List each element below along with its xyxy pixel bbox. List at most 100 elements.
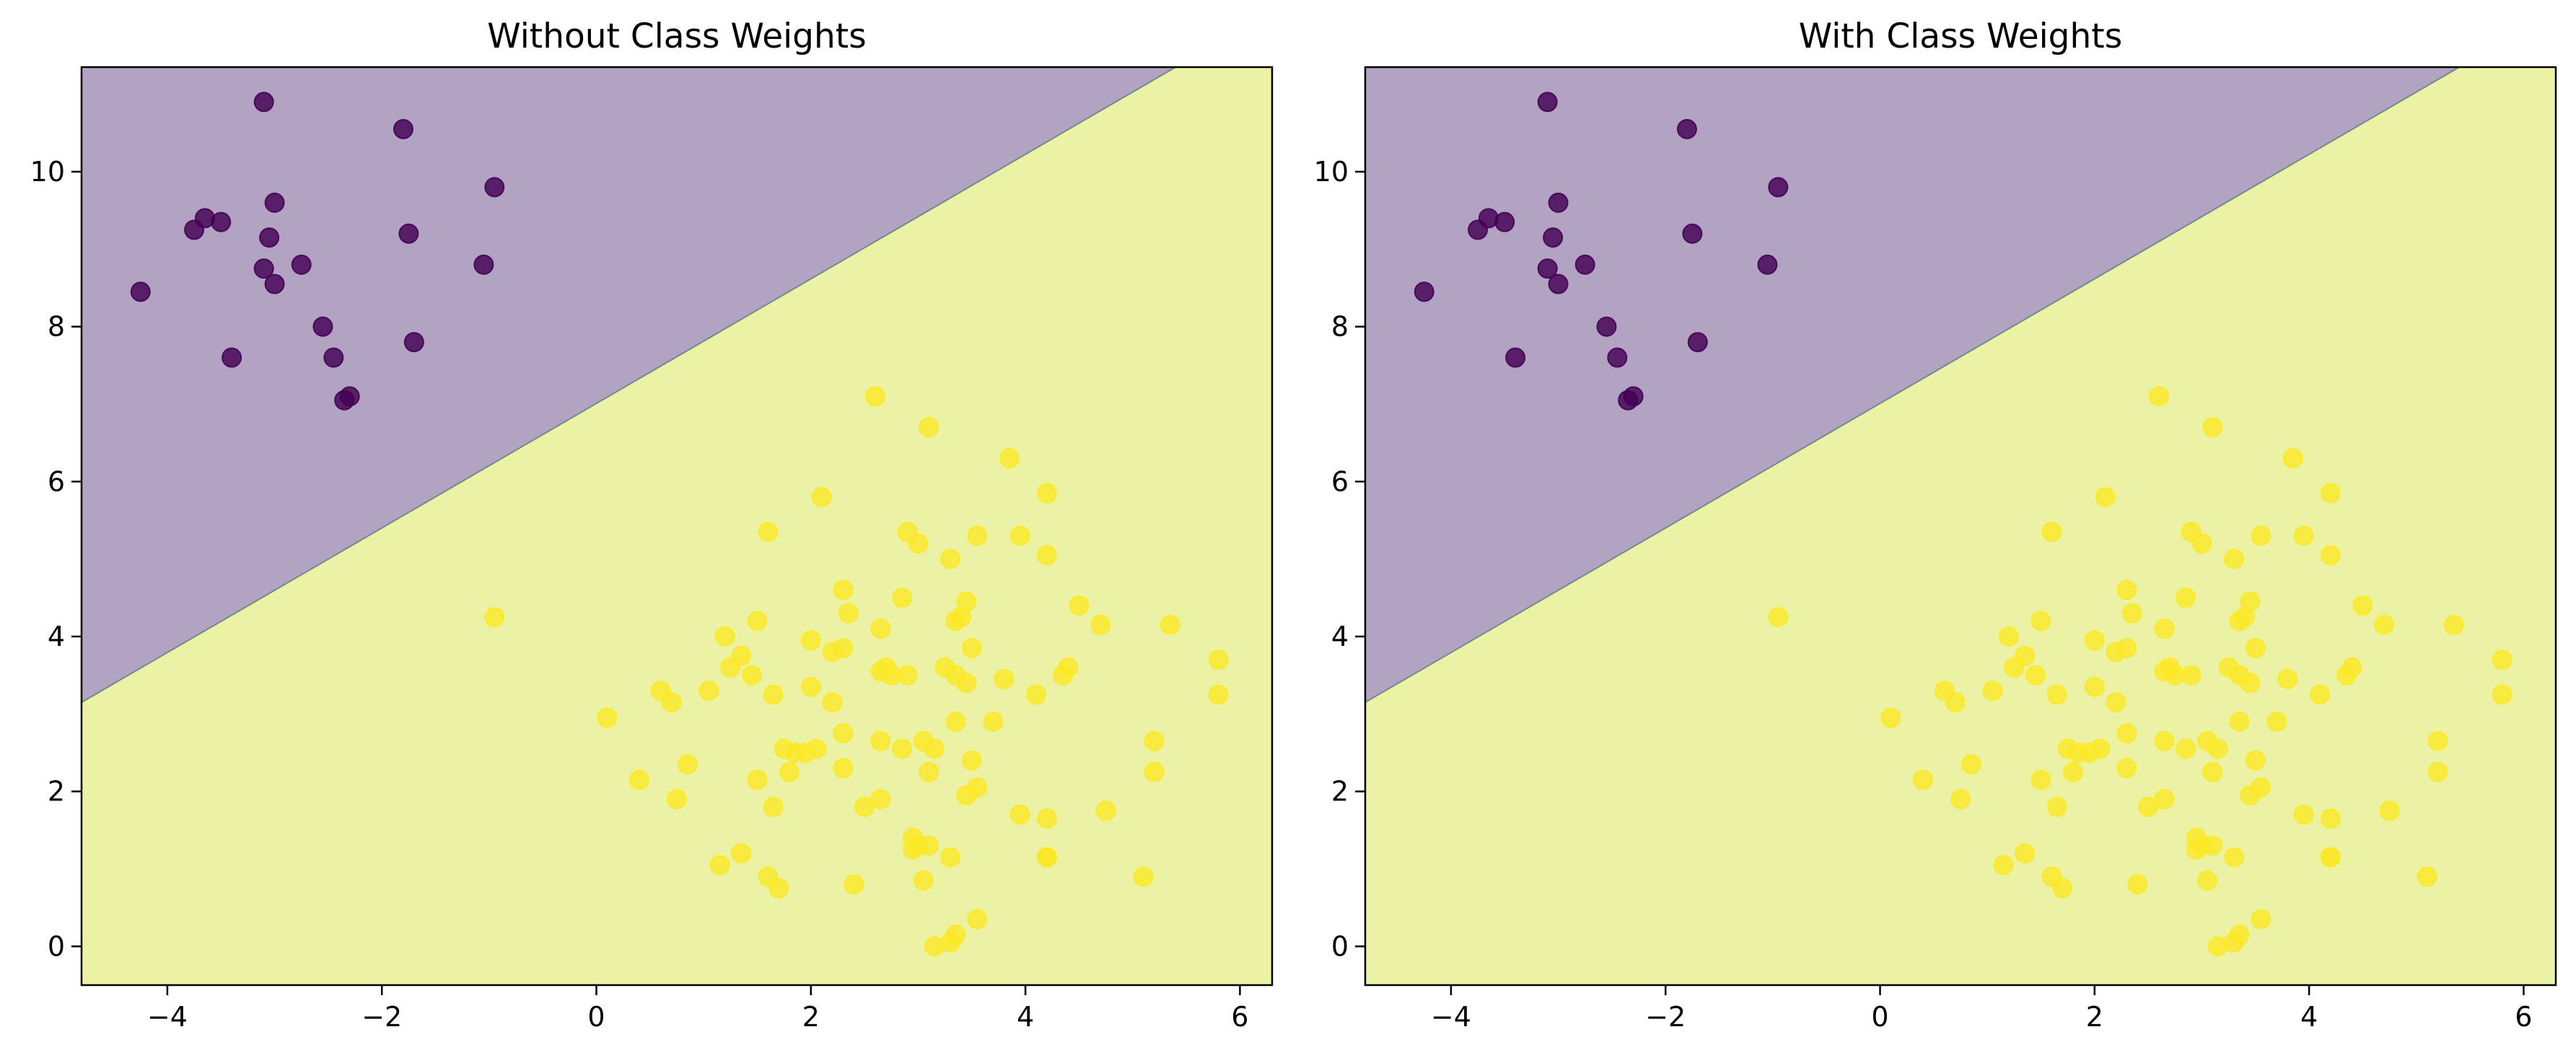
data-point-class-1 — [2095, 486, 2116, 507]
data-point-class-1 — [940, 548, 961, 569]
x-tick-label: 6 — [1231, 1001, 1248, 1033]
data-point-class-1 — [758, 522, 779, 543]
data-point-class-1 — [2443, 614, 2464, 635]
data-point-class-1 — [2374, 614, 2395, 635]
data-point-class-1 — [1982, 681, 2003, 701]
data-point-class-1 — [2251, 909, 2271, 930]
x-tick-label: −4 — [147, 1001, 188, 1033]
data-point-class-0 — [1596, 316, 1617, 337]
data-point-class-0 — [1537, 258, 1558, 279]
data-point-class-1 — [628, 769, 649, 790]
data-point-class-0 — [222, 347, 242, 368]
data-point-class-1 — [2176, 587, 2196, 608]
plot-area — [82, 67, 1272, 985]
data-point-class-1 — [892, 738, 913, 759]
data-point-class-1 — [2041, 522, 2062, 543]
data-point-class-1 — [720, 657, 741, 678]
data-point-class-1 — [2320, 483, 2341, 504]
data-point-class-1 — [2224, 548, 2245, 569]
data-point-class-1 — [2320, 545, 2341, 566]
y-tick-label: 0 — [1331, 930, 1349, 962]
data-point-class-1 — [919, 761, 939, 782]
y-tick-label: 10 — [30, 156, 65, 188]
data-point-class-1 — [2196, 870, 2217, 891]
data-point-class-1 — [854, 797, 875, 818]
data-point-class-1 — [800, 630, 821, 651]
data-point-class-1 — [833, 723, 854, 744]
data-point-class-0 — [323, 347, 344, 368]
data-point-class-1 — [2417, 866, 2437, 887]
data-point-class-0 — [1623, 386, 1644, 407]
data-point-class-1 — [870, 789, 891, 810]
x-tick-label: 4 — [2300, 1001, 2318, 1033]
data-point-class-0 — [1548, 192, 1569, 213]
data-point-class-1 — [967, 525, 988, 546]
data-point-class-1 — [961, 638, 982, 659]
data-point-class-1 — [2116, 758, 2137, 779]
data-point-class-1 — [1208, 650, 1229, 670]
data-point-class-1 — [2202, 417, 2223, 438]
data-point-class-1 — [2030, 611, 2051, 631]
data-point-class-1 — [2341, 657, 2362, 678]
data-point-class-0 — [253, 92, 274, 113]
data-point-class-1 — [1036, 545, 1057, 566]
data-point-class-1 — [2207, 738, 2228, 759]
data-point-class-1 — [2229, 712, 2250, 733]
data-point-class-1 — [956, 673, 977, 694]
data-point-class-1 — [833, 758, 854, 779]
x-tick-label: −2 — [1645, 1001, 1686, 1033]
data-point-class-1 — [1069, 595, 1090, 616]
data-point-class-1 — [1009, 804, 1030, 825]
data-point-class-1 — [2282, 448, 2303, 469]
y-tick-label: 8 — [1331, 311, 1349, 343]
x-tick-label: 2 — [2086, 1001, 2103, 1033]
axes-frame — [80, 66, 1274, 987]
data-point-class-1 — [2084, 676, 2105, 697]
data-point-class-1 — [1912, 769, 1933, 790]
chart-panel-with-class-weights: With Class Weights −4 −2 0 2 4 6 0 2 4 6 8 10 — [1314, 17, 2557, 1033]
data-point-class-0 — [1543, 227, 1564, 248]
data-point-class-1 — [924, 936, 945, 957]
data-point-class-1 — [2309, 684, 2330, 705]
y-tick-label: 6 — [1331, 465, 1349, 497]
data-point-class-1 — [2293, 525, 2314, 546]
data-point-class-1 — [2116, 580, 2137, 600]
data-point-class-0 — [403, 332, 424, 353]
y-tick-label: 4 — [48, 621, 65, 652]
data-point-class-0 — [1414, 281, 1434, 302]
data-point-class-1 — [2202, 761, 2223, 782]
data-point-class-1 — [2320, 808, 2341, 829]
data-point-class-0 — [264, 274, 285, 294]
data-point-class-1 — [2240, 785, 2261, 806]
data-point-class-1 — [2176, 738, 2196, 759]
y-tick-label: 0 — [48, 930, 65, 962]
x-tick-label: 2 — [802, 1001, 820, 1033]
data-point-class-0 — [259, 227, 280, 248]
data-point-class-1 — [1961, 754, 1981, 775]
data-point-class-1 — [747, 769, 768, 790]
data-point-class-1 — [1993, 854, 2014, 875]
data-point-class-1 — [2427, 730, 2448, 751]
data-point-class-1 — [2427, 761, 2448, 782]
data-point-class-1 — [1036, 808, 1057, 829]
data-point-class-1 — [967, 909, 988, 930]
data-point-class-1 — [2116, 723, 2137, 744]
data-point-class-1 — [2121, 603, 2142, 624]
data-point-class-1 — [768, 878, 789, 899]
data-point-class-1 — [2492, 650, 2513, 670]
data-point-class-1 — [999, 448, 1020, 469]
data-point-class-1 — [2277, 669, 2298, 689]
data-point-class-1 — [1144, 730, 1165, 751]
data-point-class-1 — [2245, 750, 2266, 771]
data-point-class-1 — [950, 607, 971, 628]
x-tick-label: −2 — [362, 1001, 402, 1033]
data-point-class-0 — [291, 254, 312, 275]
x-tick-label: 6 — [2515, 1001, 2532, 1033]
data-point-class-1 — [2224, 847, 2245, 867]
data-point-class-1 — [677, 754, 698, 775]
data-point-class-1 — [811, 486, 832, 507]
data-point-class-0 — [1682, 223, 1703, 244]
data-point-class-1 — [2154, 789, 2175, 810]
data-point-class-0 — [1574, 254, 1595, 275]
data-point-class-1 — [1058, 657, 1079, 678]
